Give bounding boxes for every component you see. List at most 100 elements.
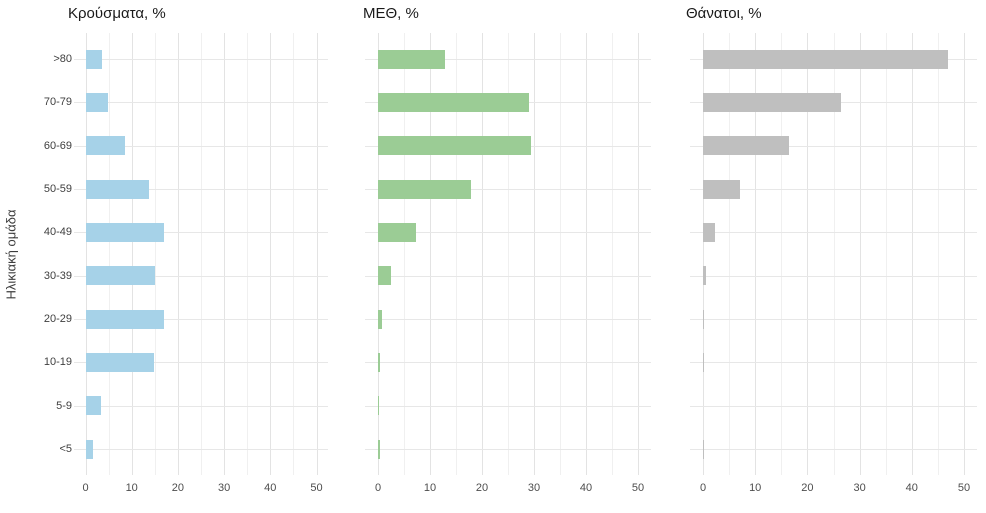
- gridline-y: [74, 232, 328, 234]
- chart-title-deaths: Θάνατοι, %: [686, 5, 762, 22]
- gridline-x-major: [964, 33, 965, 475]
- x-tick-label: 20: [171, 482, 185, 494]
- gridline-y: [690, 275, 977, 277]
- gridline-y: [365, 232, 651, 234]
- plot-area-deaths: [690, 33, 977, 475]
- y-tick-label: <5: [59, 443, 72, 455]
- gridline-x-major: [224, 33, 226, 475]
- bar: [703, 439, 704, 459]
- y-tick-label: 30-39: [43, 269, 72, 282]
- x-tick-label: 40: [579, 482, 593, 494]
- x-tick-label: 0: [82, 482, 89, 494]
- gridline-y: [690, 145, 977, 147]
- gridline-y: [365, 189, 651, 190]
- bar: [378, 222, 416, 242]
- gridline-y: [74, 102, 328, 104]
- gridline-x-minor: [201, 33, 202, 475]
- bar: [85, 309, 164, 329]
- y-tick-label: >80: [53, 53, 72, 65]
- y-tick-label: 50-59: [43, 183, 72, 195]
- x-tick-label: 50: [310, 482, 323, 494]
- x-tick-label: 30: [527, 482, 541, 494]
- gridline-x-minor: [247, 33, 249, 475]
- x-tick-label: 20: [801, 482, 814, 494]
- gridline-y: [365, 362, 651, 364]
- y-tick-label: 40-49: [43, 226, 72, 239]
- plot-area-icu: [365, 33, 651, 475]
- gridline-x-major: [807, 33, 809, 475]
- gridline-x-minor: [833, 33, 835, 475]
- gridline-y: [74, 275, 328, 277]
- gridline-y: [690, 189, 977, 190]
- gridline-x-major: [378, 33, 379, 475]
- gridline-x-major: [85, 33, 87, 475]
- gridline-y: [74, 145, 328, 147]
- bar: [703, 179, 740, 199]
- gridline-x-major: [859, 33, 861, 475]
- y-tick-label: 70-79: [43, 96, 72, 109]
- gridline-x-major: [534, 33, 535, 475]
- x-tick-label: 10: [749, 482, 762, 494]
- bar: [703, 92, 842, 112]
- gridline-x-major: [703, 33, 704, 475]
- bar: [703, 309, 704, 329]
- bar: [85, 352, 154, 372]
- gridline-y: [690, 449, 977, 450]
- bar: [703, 266, 707, 286]
- y-tick-label: 20-29: [43, 313, 72, 325]
- gridline-y: [74, 362, 328, 364]
- plot-area-cases: [74, 33, 328, 475]
- y-tick-label: 60-69: [43, 139, 72, 152]
- bar: [378, 136, 532, 156]
- gridline-x-minor: [729, 33, 731, 475]
- gridline-y: [365, 59, 651, 60]
- gridline-y: [365, 319, 651, 320]
- bar: [378, 309, 383, 329]
- gridline-x-minor: [781, 33, 783, 475]
- gridline-y: [74, 59, 328, 60]
- gridline-y: [74, 449, 328, 450]
- bar: [85, 92, 108, 112]
- gridline-x-minor: [108, 33, 110, 475]
- gridline-x-major: [755, 33, 757, 475]
- bar: [85, 396, 102, 416]
- x-tick-label: 10: [423, 482, 437, 494]
- bar: [85, 439, 93, 459]
- bar: [378, 49, 445, 69]
- gridline-y: [74, 319, 328, 320]
- gridline-x-minor: [612, 33, 613, 475]
- x-tick-label: 30: [217, 482, 231, 494]
- gridline-x-minor: [937, 33, 939, 475]
- x-tick-label: 0: [374, 482, 382, 494]
- gridline-x-major: [638, 33, 639, 475]
- y-tick-label: 5-9: [56, 399, 72, 412]
- gridline-x-minor: [154, 33, 156, 475]
- gridline-y: [365, 405, 651, 407]
- gridline-x-major: [316, 33, 318, 475]
- gridline-y: [365, 449, 651, 450]
- gridline-x-minor: [404, 33, 405, 475]
- gridline-x-minor: [293, 33, 295, 475]
- bar: [378, 439, 380, 459]
- x-tick-label: 50: [957, 482, 971, 494]
- gridline-x-minor: [508, 33, 509, 475]
- x-tick-label: 30: [853, 482, 866, 494]
- gridline-y: [74, 189, 328, 190]
- bar: [703, 352, 704, 372]
- gridline-x-minor: [456, 33, 457, 475]
- bar: [85, 222, 164, 242]
- gridline-x-major: [430, 33, 431, 475]
- x-tick-label: 0: [699, 482, 707, 494]
- bar: [378, 352, 380, 372]
- gridline-x-major: [482, 33, 483, 475]
- bar: [85, 136, 126, 156]
- gridline-x-major: [131, 33, 133, 475]
- gridline-y: [74, 405, 328, 407]
- gridline-y: [690, 362, 977, 364]
- bar: [378, 396, 379, 416]
- bar: [703, 222, 715, 242]
- gridline-y: [690, 319, 977, 320]
- gridline-y: [690, 405, 977, 407]
- x-tick-label: 20: [475, 482, 489, 494]
- bar: [378, 92, 529, 112]
